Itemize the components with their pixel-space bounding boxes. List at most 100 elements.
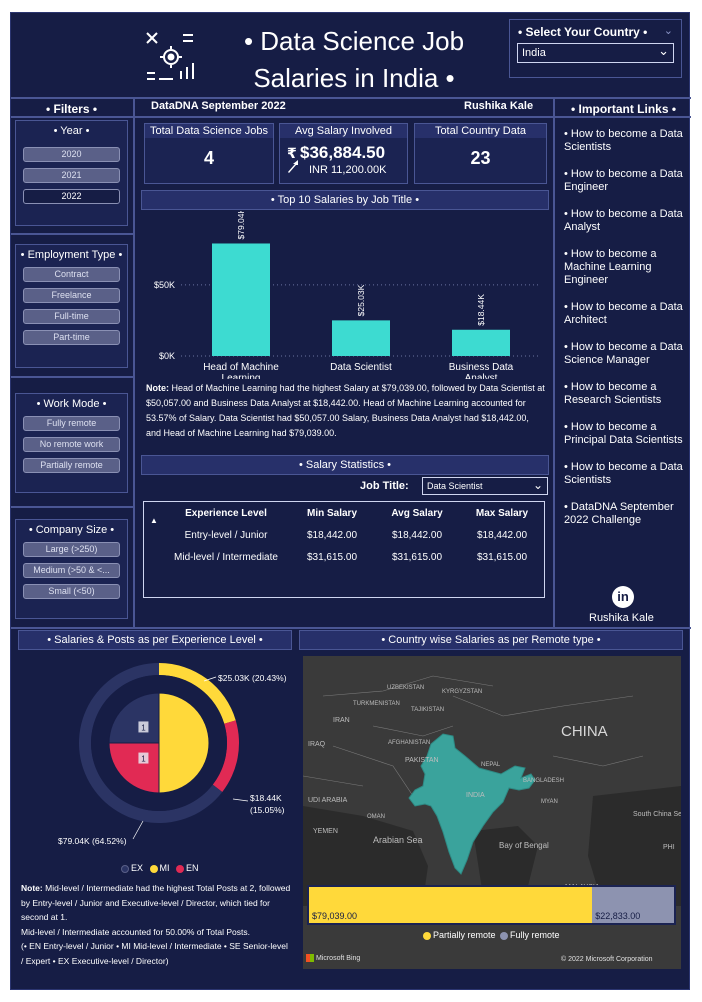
country-dropdown[interactable]: India ⌄	[517, 43, 674, 63]
x-tick-label: Analyst	[465, 373, 498, 379]
svg-text:₹: ₹	[287, 146, 297, 162]
table-header-row: Experience Level Min Salary Avg Salary M…	[162, 502, 544, 524]
table-cell: $18,442.00	[391, 529, 443, 541]
column-header[interactable]: Min Salary	[306, 507, 358, 519]
work-mode-chip-no-remote[interactable]: No remote work	[23, 437, 120, 452]
link-item[interactable]: • How to become a Data Architect	[564, 301, 683, 326]
divider	[133, 97, 135, 627]
sort-up-icon[interactable]: ▲	[150, 516, 158, 525]
map-label: IRAN	[333, 717, 350, 724]
year-chip-2022[interactable]: 2022	[23, 189, 120, 204]
kpi-total-countries-label: Total Country Data	[415, 124, 546, 138]
x-tick-label: Business Data	[449, 362, 514, 373]
sea-area	[588, 786, 681, 906]
column-header[interactable]: Experience Level	[185, 507, 267, 519]
kpi-avg-salary-inr: INR 11,200.00K	[309, 164, 387, 176]
chevron-down-icon: ⌄	[532, 478, 543, 492]
employment-type-label: • Employment Type •	[20, 249, 123, 261]
divider	[11, 376, 133, 378]
linkedin-icon[interactable]: in	[612, 586, 634, 608]
kpi-avg-salary-value: $36,884.50	[300, 143, 386, 162]
experience-chart-title: • Salaries & Posts as per Experience Lev…	[18, 630, 292, 650]
map-label: BANGLADESH	[523, 778, 564, 784]
link-item[interactable]: • How to become a Machine Learning Engin…	[564, 248, 657, 286]
bar[interactable]	[332, 320, 390, 356]
map-label: YEMEN	[313, 828, 338, 835]
table-cell: $18,442.00	[476, 529, 528, 541]
table-row: Mid-level / Intermediate $31,615.00 $31,…	[162, 546, 544, 568]
legend-mi-icon	[149, 864, 158, 873]
leader-line	[203, 676, 217, 682]
profile-name[interactable]: Rushika Kale	[589, 612, 654, 624]
outer-ring-label: (15.05%)	[250, 805, 285, 815]
job-title-dropdown[interactable]: Data Scientist ⌄	[422, 477, 548, 495]
divider	[553, 97, 555, 627]
legend-label: Partially remote	[433, 930, 496, 940]
map-copyright: © 2022 Microsoft Corporation	[561, 956, 653, 963]
job-title-label: Job Title:	[360, 480, 409, 492]
kpi-total-jobs-value: 4	[203, 148, 214, 168]
outer-ring-label: $25.03K (20.43%)	[218, 673, 287, 683]
link-item[interactable]: • How to become a Research Scientists	[564, 381, 662, 406]
divider	[11, 627, 691, 629]
data-science-logo-icon	[146, 32, 194, 80]
outer-ring-slice[interactable]	[159, 663, 236, 724]
link-item[interactable]: • How to become a Data Scientists	[564, 128, 683, 153]
employment-chip-part-time[interactable]: Part-time	[23, 330, 120, 345]
work-mode-chip-partially-remote[interactable]: Partially remote	[23, 458, 120, 473]
table-cell: Mid-level / Intermediate	[174, 551, 278, 563]
remote-stacked-bar: $79,039.00 $22,833.00	[307, 885, 676, 925]
kpi-total-jobs-label: Total Data Science Jobs	[145, 124, 273, 138]
map-label: UDI ARABIA	[308, 797, 348, 804]
india-region[interactable]	[408, 733, 536, 875]
fully-remote-bar[interactable]: $22,833.00	[592, 887, 674, 923]
top-salaries-note: Note: Head of Machine Learning had the h…	[146, 381, 546, 441]
important-links-list: • How to become a Data Scientists • How …	[564, 128, 689, 541]
bar[interactable]	[452, 329, 510, 356]
dataset-label: DataDNA September 2022	[151, 100, 286, 112]
kpi-total-countries: Total Country Data 23	[414, 123, 547, 184]
bar-value: $79,039.00	[312, 911, 358, 921]
company-size-chip-small[interactable]: Small (<50)	[23, 584, 120, 599]
year-chip-2021[interactable]: 2021	[23, 168, 120, 183]
company-size-chip-large[interactable]: Large (>250)	[23, 542, 120, 557]
inner-pie-slice[interactable]	[158, 692, 210, 794]
column-header[interactable]: Avg Salary	[391, 507, 443, 519]
x-tick-label: Head of Machine	[203, 362, 279, 373]
country-selector-label: • Select Your Country •	[518, 25, 648, 39]
link-item[interactable]: • How to become a Principal Data Scienti…	[564, 421, 683, 446]
divider	[11, 233, 133, 235]
chevron-down-icon: ⌄	[658, 43, 669, 58]
link-item[interactable]: • How to become a Data Engineer	[564, 168, 683, 193]
company-size-chip-medium[interactable]: Medium (>50 & <...	[23, 563, 120, 578]
column-header[interactable]: Max Salary	[475, 507, 529, 519]
link-item[interactable]: • How to become a Data Scientists	[564, 461, 683, 486]
legend-ex-icon	[121, 864, 129, 873]
chevron-down-icon: ⌄	[663, 25, 673, 37]
experience-legend: EX MI EN	[121, 863, 199, 873]
link-item[interactable]: • How to become a Data Science Manager	[564, 341, 683, 366]
experience-donut-chart: 1 1 $25.03K (20.43%) $18.44K (15.05%) $79.04K…	[58, 663, 287, 846]
outer-ring-slice[interactable]	[212, 720, 239, 792]
kpi-avg-salary-label: Avg Salary Involved	[280, 124, 407, 138]
year-chip-2020[interactable]: 2020	[23, 147, 120, 162]
bar[interactable]	[212, 243, 270, 356]
link-item[interactable]: • How to become a Data Analyst	[564, 208, 683, 233]
employment-chip-freelance[interactable]: Freelance	[23, 288, 120, 303]
map-label: AFGHANISTAN	[388, 740, 430, 746]
country-border	[372, 725, 454, 737]
employment-chip-contract[interactable]: Contract	[23, 267, 120, 282]
x-tick-label: Data Scientist	[330, 362, 392, 373]
partially-remote-bar[interactable]: $79,039.00	[309, 887, 593, 923]
map-label: Arabian Sea	[373, 835, 423, 845]
link-item[interactable]: • DataDNA September 2022 Challenge	[564, 501, 674, 526]
legend-en-icon	[176, 864, 185, 873]
company-size-label: • Company Size •	[28, 524, 115, 536]
work-mode-chip-fully-remote[interactable]: Fully remote	[23, 416, 120, 431]
kpi-total-jobs: Total Data Science Jobs 4	[144, 123, 274, 184]
country-border	[552, 755, 644, 767]
slice-label-bg	[138, 752, 149, 764]
kpi-total-countries-value: 23	[470, 148, 491, 168]
employment-chip-full-time[interactable]: Full-time	[23, 309, 120, 324]
map-label: PHI	[663, 844, 675, 851]
